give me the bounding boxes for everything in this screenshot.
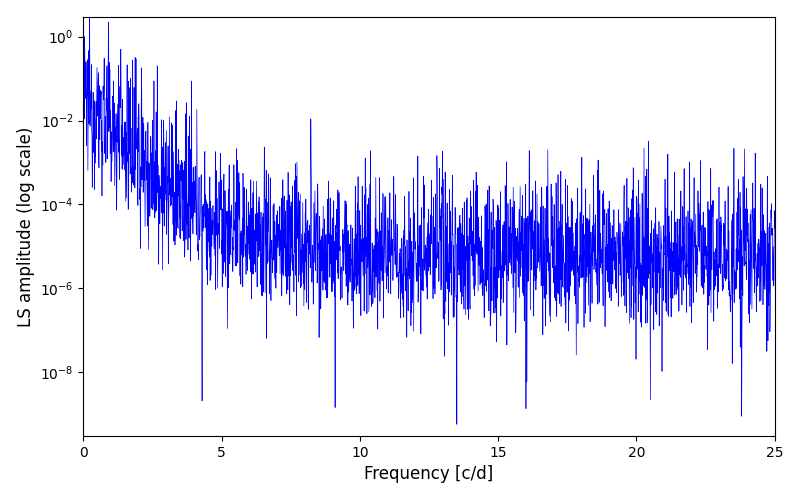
Y-axis label: LS amplitude (log scale): LS amplitude (log scale) — [17, 126, 34, 326]
X-axis label: Frequency [c/d]: Frequency [c/d] — [364, 466, 494, 483]
